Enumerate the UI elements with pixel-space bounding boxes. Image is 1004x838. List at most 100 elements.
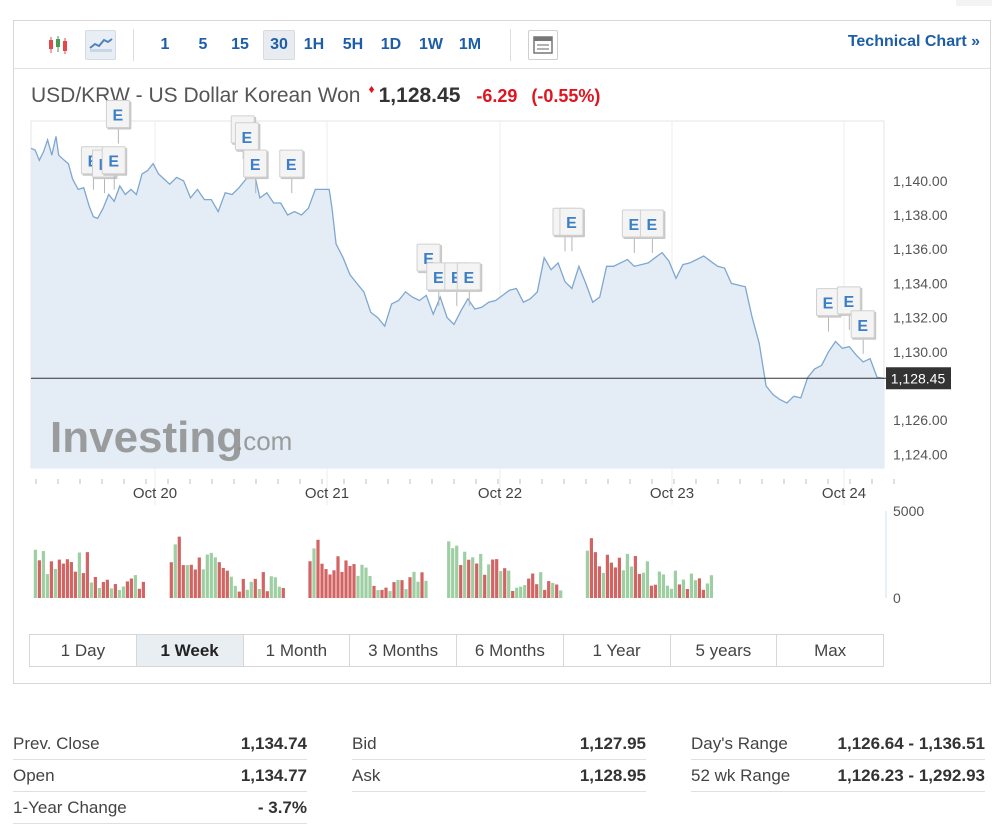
event-marker[interactable] <box>559 207 584 236</box>
range-button-1-day[interactable]: 1 Day <box>30 635 137 666</box>
volume-bar <box>344 560 348 598</box>
stat-row: Prev. Close 1,134.74 <box>13 728 307 760</box>
interval-button-1w[interactable]: 1W <box>419 36 443 53</box>
volume-bar <box>408 577 412 598</box>
candlestick-chart-icon[interactable] <box>42 30 73 60</box>
event-marker-label[interactable]: E <box>113 108 124 125</box>
volume-bar <box>352 564 356 598</box>
toolbar-separator <box>510 29 511 61</box>
volume-bar <box>467 559 471 598</box>
event-marker-label[interactable]: E <box>647 217 658 234</box>
volume-bar <box>475 563 479 598</box>
volume-bar <box>217 562 221 598</box>
interval-button-30[interactable]: 30 <box>263 30 295 60</box>
interval-button-1d[interactable]: 1D <box>380 36 402 53</box>
range-button-1-year[interactable]: 1 Year <box>564 635 671 666</box>
table-view-icon[interactable] <box>528 30 558 60</box>
event-marker-label[interactable]: E <box>566 215 577 232</box>
volume-bar <box>487 564 491 598</box>
range-button-3-months[interactable]: 3 Months <box>350 635 457 666</box>
volume-bar <box>121 586 125 598</box>
event-marker-label[interactable]: E <box>843 294 854 311</box>
volume-bar <box>601 572 605 598</box>
volume-bar <box>308 561 312 598</box>
volume-bar <box>657 571 661 598</box>
event-marker[interactable] <box>243 149 268 178</box>
volume-bar <box>89 582 93 598</box>
range-button-6-months[interactable]: 6 Months <box>457 635 564 666</box>
volume-bar <box>261 572 265 598</box>
volume-bar <box>388 591 392 598</box>
volume-bar <box>621 570 625 598</box>
corner-box <box>956 0 992 6</box>
event-marker-label[interactable]: E <box>451 270 462 287</box>
y-axis-tick-label: 1,126.00 <box>893 412 948 428</box>
volume-bar <box>197 557 201 598</box>
event-marker[interactable] <box>279 149 304 178</box>
range-button-1-week[interactable]: 1 Week <box>136 635 244 666</box>
stat-value: 1,134.77 <box>240 765 307 785</box>
volume-bar <box>515 587 519 598</box>
y-axis-tick-label: 1,138.00 <box>893 207 948 223</box>
volume-bar <box>609 562 613 598</box>
volume-bar <box>101 581 105 598</box>
event-marker-label[interactable]: E <box>423 251 434 268</box>
volume-bar <box>412 571 416 598</box>
event-marker[interactable] <box>101 146 126 175</box>
volume-bar <box>705 583 709 598</box>
event-marker-label[interactable]: E <box>433 270 444 287</box>
event-marker-label[interactable]: E <box>108 154 119 171</box>
stat-value: - 3.7% <box>257 797 307 817</box>
volume-bar <box>633 555 637 598</box>
event-marker[interactable] <box>639 209 664 238</box>
event-marker-label[interactable]: E <box>250 157 261 174</box>
volume-bar <box>269 576 273 598</box>
range-button-5-years[interactable]: 5 years <box>671 635 778 666</box>
volume-bar <box>645 561 649 598</box>
price-chart[interactable]: Investing.com 1,128.45 1,140.00 1,138.00 1,1… <box>0 0 1004 700</box>
event-marker[interactable] <box>836 286 861 315</box>
stat-row: Bid 1,127.95 <box>352 728 646 760</box>
interval-button-5h[interactable]: 5H <box>342 36 364 53</box>
event-marker-label[interactable]: E <box>286 157 297 174</box>
event-marker-label[interactable]: E <box>463 270 474 287</box>
volume-bar <box>265 591 269 598</box>
volume-bar <box>185 565 189 598</box>
interval-button-1h[interactable]: 1H <box>303 36 325 53</box>
event-marker[interactable] <box>105 100 130 129</box>
event-marker-label[interactable]: E <box>242 130 253 147</box>
volume-bar <box>527 578 531 598</box>
interval-button-1[interactable]: 1 <box>160 36 170 53</box>
event-marker[interactable] <box>456 262 481 291</box>
volume-bar <box>404 589 408 598</box>
event-marker[interactable] <box>850 310 875 339</box>
x-axis-tick-label: Oct 21 <box>305 485 349 502</box>
stat-row: 1-Year Change - 3.7% <box>13 792 307 824</box>
line-chart-icon[interactable] <box>85 30 116 60</box>
volume-bar <box>459 565 463 598</box>
volume-bar <box>420 572 424 598</box>
range-button-1-month[interactable]: 1 Month <box>244 635 351 666</box>
stats-column-3: Day's Range 1,126.64 - 1,136.51 52 wk Rang… <box>691 728 985 792</box>
volume-bar <box>125 581 129 598</box>
interval-button-1m[interactable]: 1M <box>458 36 482 53</box>
volume-bar <box>81 573 85 598</box>
interval-button-15[interactable]: 15 <box>231 36 249 53</box>
range-button-max[interactable]: Max <box>814 641 847 660</box>
event-marker-label[interactable]: E <box>857 318 868 335</box>
technical-chart-link[interactable]: Technical Chart » <box>847 33 980 50</box>
y-axis-tick-label: 1,124.00 <box>893 446 948 462</box>
chart-toolbar: 1 5 15 30 1H 5H 1D 1W 1M Technical Chart » <box>14 21 990 69</box>
event-marker-label[interactable]: E <box>823 296 834 313</box>
volume-bar <box>233 585 237 598</box>
event-marker-label[interactable]: E <box>629 217 640 234</box>
price-change-percent: (-0.55%) <box>531 86 601 106</box>
volume-bar <box>360 564 364 598</box>
volume-bar <box>495 559 499 598</box>
stat-label: 52 wk Range <box>691 765 791 785</box>
interval-button-5[interactable]: 5 <box>198 36 208 53</box>
y-axis-tick-label: 1,130.00 <box>893 344 948 360</box>
volume-bar <box>45 574 49 598</box>
volume-bar <box>273 577 277 598</box>
stat-value: 1,128.95 <box>579 765 646 785</box>
